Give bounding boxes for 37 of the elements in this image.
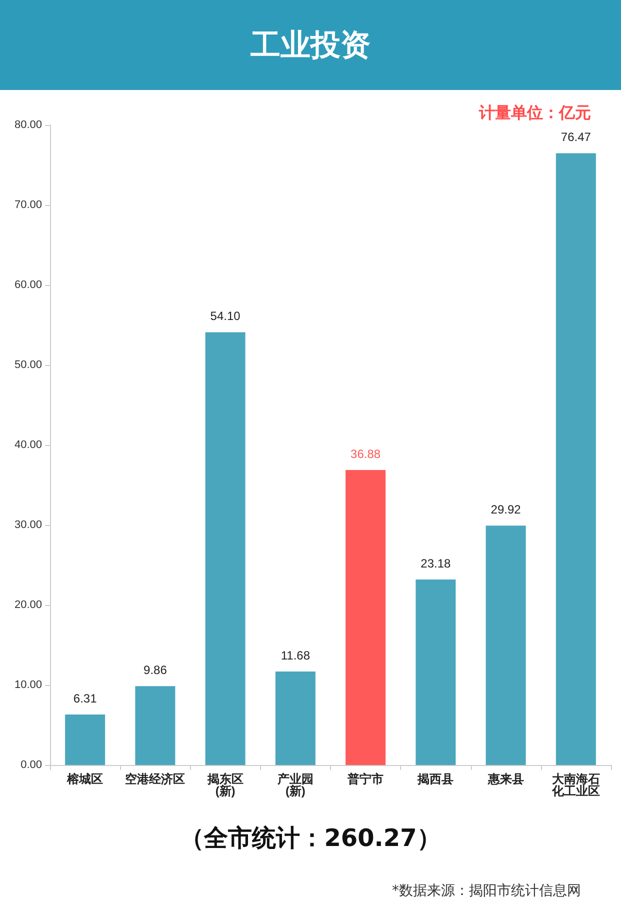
bar — [556, 153, 596, 765]
y-tick-label: 10.00 — [14, 679, 42, 691]
x-tick-label: 产业园(新) — [276, 772, 314, 798]
y-tick-label: 60.00 — [14, 279, 42, 291]
y-tick-label: 0.00 — [20, 759, 42, 771]
data-label: 23.18 — [420, 556, 452, 571]
y-tick-label: 50.00 — [14, 359, 42, 371]
x-tick-label: 揭西县 — [416, 772, 454, 786]
bar — [65, 714, 106, 765]
x-tick-label: 普宁市 — [346, 772, 384, 786]
data-label: 36.88 — [350, 446, 381, 461]
chart-title: 工业投资 — [0, 0, 621, 90]
y-tick-label: 80.00 — [14, 119, 42, 131]
data-label: 76.47 — [560, 130, 592, 144]
x-tick-label: 揭东区(新) — [206, 772, 244, 798]
bar — [135, 686, 176, 765]
data-label: 6.31 — [73, 692, 98, 706]
x-tick-label: 空港经济区 — [125, 772, 186, 786]
text: 计量单位：亿元 — [479, 103, 591, 124]
bar — [205, 332, 246, 765]
bar — [346, 470, 386, 765]
x-tick-label: 榕城区 — [66, 772, 104, 786]
y-tick-label: 40.00 — [14, 439, 42, 451]
data-label: 54.10 — [210, 309, 241, 324]
data-label: 9.86 — [144, 663, 168, 678]
text: （全市统计：260.27） — [179, 823, 442, 854]
x-tick-label: 大南海石化工业区 — [550, 772, 600, 798]
bar — [416, 580, 456, 765]
bar — [275, 672, 316, 765]
text: *数据来源：揭阳市统计信息网 — [392, 882, 581, 900]
data-label: 29.92 — [490, 502, 522, 517]
bar — [486, 526, 526, 765]
y-tick-label: 20.00 — [14, 599, 42, 611]
y-tick-label: 70.00 — [14, 199, 42, 211]
y-tick-label: 30.00 — [14, 519, 42, 531]
x-tick-label: 惠来县 — [486, 772, 524, 786]
data-label: 11.68 — [280, 648, 310, 663]
